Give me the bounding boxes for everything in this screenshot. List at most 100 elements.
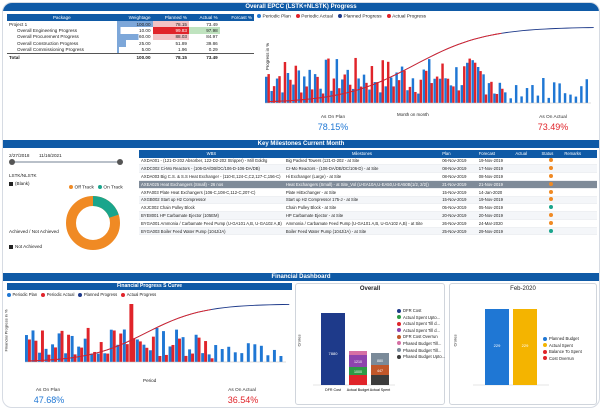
package-row[interactable]: Project 1 100.00 78.15 73.49 <box>7 21 254 28</box>
periodic-plan-bar[interactable] <box>64 353 68 362</box>
periodic-plan-bar[interactable] <box>57 333 61 362</box>
periodic-actual-bar[interactable] <box>278 76 281 103</box>
periodic-actual-bar[interactable] <box>93 351 97 362</box>
periodic-plan-bar[interactable] <box>38 352 41 362</box>
periodic-actual-bar[interactable] <box>106 353 110 362</box>
milestone-row[interactable]: AXGB002 Start up H2 Compressor Start up H… <box>139 196 597 205</box>
periodic-plan-bar[interactable] <box>395 72 398 103</box>
milestone-row[interactable]: AXDC002 Ci-Mo Reactors - (106-DA/DB/DC/1… <box>139 164 597 174</box>
periodic-plan-bar[interactable] <box>308 69 311 103</box>
periodic-plan-bar[interactable] <box>520 96 523 103</box>
periodic-actual-bar[interactable] <box>60 330 64 362</box>
periodic-actual-bar[interactable] <box>34 340 38 362</box>
col-remarks[interactable]: Remarks <box>562 150 597 158</box>
periodic-actual-bar[interactable] <box>490 81 493 103</box>
periodic-actual-bar[interactable] <box>441 63 444 103</box>
periodic-plan-bar[interactable] <box>389 77 393 103</box>
periodic-plan-bar[interactable] <box>324 59 328 103</box>
overall-legend-item[interactable]: Actual Spent Upto... <box>397 315 445 320</box>
overall-legend-item[interactable]: DFR Cost Overrun <box>397 334 445 339</box>
periodic-plan-bar[interactable] <box>265 76 268 103</box>
periodic-plan-bar[interactable] <box>266 355 270 362</box>
periodic-plan-bar[interactable] <box>438 78 442 103</box>
periodic-actual-bar[interactable] <box>359 86 363 103</box>
lstk-slicer-option[interactable]: (Blank) <box>9 181 30 186</box>
periodic-actual-bar[interactable] <box>73 354 77 362</box>
legend-periodic-plan[interactable]: Periodic Plan <box>7 292 37 297</box>
feb-legend-item[interactable]: Balance To Spent <box>543 349 582 354</box>
periodic-actual-bar[interactable] <box>125 344 129 362</box>
periodic-plan-bar[interactable] <box>272 349 276 362</box>
feb-legend-item[interactable]: Actual Spent <box>543 343 582 348</box>
periodic-plan-bar[interactable] <box>341 79 344 103</box>
periodic-actual-bar[interactable] <box>479 71 482 103</box>
periodic-actual-bar[interactable] <box>365 82 368 103</box>
periodic-plan-bar[interactable] <box>400 66 404 103</box>
periodic-plan-bar[interactable] <box>449 85 453 103</box>
date-to[interactable]: 11/16/2021 <box>39 153 62 158</box>
periodic-actual-bar[interactable] <box>86 327 90 362</box>
bar-planned-budget[interactable] <box>485 309 509 385</box>
periodic-plan-bar[interactable] <box>580 86 583 103</box>
date-slider-end-handle[interactable] <box>117 158 123 165</box>
periodic-plan-bar[interactable] <box>351 88 355 103</box>
periodic-plan-bar[interactable] <box>536 95 540 103</box>
periodic-plan-bar[interactable] <box>90 353 94 362</box>
periodic-plan-bar[interactable] <box>373 82 377 103</box>
periodic-plan-bar[interactable] <box>514 85 518 103</box>
actual-progress-line[interactable] <box>267 32 502 103</box>
periodic-plan-bar[interactable] <box>504 92 507 103</box>
col-forecast[interactable]: Forecast <box>476 150 514 158</box>
periodic-actual-bar[interactable] <box>272 86 276 103</box>
periodic-actual-bar[interactable] <box>370 66 374 103</box>
periodic-plan-bar[interactable] <box>466 62 469 103</box>
periodic-plan-bar[interactable] <box>585 79 589 103</box>
col-wbs[interactable]: WBS <box>139 150 284 158</box>
legend-periodic-plan[interactable]: Periodic Plan <box>257 14 291 19</box>
periodic-actual-bar[interactable] <box>164 354 168 362</box>
periodic-plan-bar[interactable] <box>96 353 100 362</box>
donut-on-track[interactable] <box>66 196 120 250</box>
periodic-actual-bar[interactable] <box>452 86 455 103</box>
periodic-plan-bar[interactable] <box>281 92 284 103</box>
periodic-actual-bar[interactable] <box>338 88 341 103</box>
periodic-plan-bar[interactable] <box>531 85 534 103</box>
periodic-plan-bar[interactable] <box>471 60 474 103</box>
overall-legend-item[interactable]: Actual Spent Till d... <box>397 321 445 326</box>
periodic-actual-bar[interactable] <box>343 74 346 103</box>
checkbox-icon[interactable] <box>9 244 13 249</box>
periodic-plan-bar[interactable] <box>362 74 366 103</box>
col-milestones[interactable]: Milestones <box>283 150 441 158</box>
periodic-plan-bar[interactable] <box>109 329 113 362</box>
highlight-bar[interactable] <box>129 304 134 362</box>
periodic-actual-bar[interactable] <box>403 70 406 103</box>
periodic-plan-bar[interactable] <box>552 82 556 103</box>
periodic-actual-bar[interactable] <box>132 338 136 362</box>
periodic-actual-bar[interactable] <box>446 78 450 103</box>
periodic-plan-bar[interactable] <box>460 85 464 103</box>
legend-off-track[interactable]: Off Track <box>69 185 94 190</box>
bar-segment[interactable] <box>371 365 389 375</box>
periodic-plan-bar[interactable] <box>122 329 126 362</box>
periodic-plan-bar[interactable] <box>279 356 283 362</box>
periodic-plan-bar[interactable] <box>253 344 257 362</box>
package-row[interactable]: Overall Construction Progress 25.00 51.89 3… <box>7 40 254 47</box>
periodic-plan-bar[interactable] <box>240 353 244 362</box>
periodic-actual-bar[interactable] <box>197 337 201 362</box>
legend-on-track[interactable]: On Track <box>97 185 123 190</box>
periodic-actual-bar[interactable] <box>463 66 466 103</box>
periodic-actual-bar[interactable] <box>210 358 214 362</box>
periodic-plan-bar[interactable] <box>346 69 349 103</box>
periodic-plan-bar[interactable] <box>411 78 415 103</box>
periodic-plan-bar[interactable] <box>558 83 561 103</box>
col-package[interactable]: Package <box>7 14 117 21</box>
milestone-row[interactable]: AXFA003 Plate Heat Exchangers (106-C,108… <box>139 188 597 197</box>
periodic-actual-bar[interactable] <box>54 347 57 362</box>
milestone-row[interactable]: AXDA001 - (121-D-202 Absorber, 122-D2-20… <box>139 157 597 166</box>
periodic-actual-bar[interactable] <box>354 57 357 103</box>
periodic-actual-bar[interactable] <box>381 60 384 103</box>
date-slider-start-handle[interactable] <box>9 158 15 165</box>
periodic-actual-bar[interactable] <box>294 65 298 103</box>
periodic-actual-bar[interactable] <box>67 334 71 362</box>
periodic-plan-bar[interactable] <box>270 91 273 103</box>
